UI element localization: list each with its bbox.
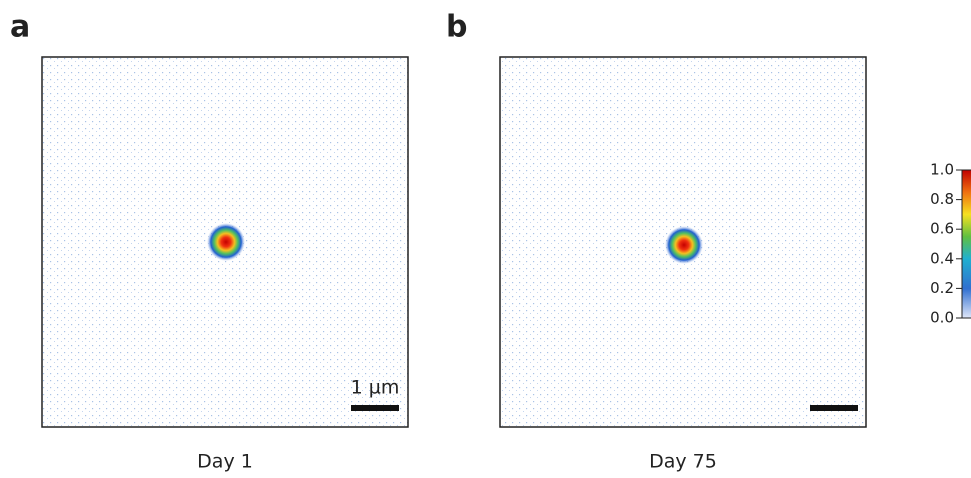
caption: Day 75 xyxy=(649,451,717,473)
panel-label: a xyxy=(10,10,30,45)
spot xyxy=(207,223,245,261)
colorbar-ticks: 0.0 0.2 0.4 0.6 0.8 1.0 xyxy=(930,161,962,327)
colorbar-tick-label: 1.0 xyxy=(930,161,954,179)
colorbar-tick-label: 0.2 xyxy=(930,279,954,297)
spot xyxy=(665,226,703,264)
panel-label: b xyxy=(446,10,467,45)
colorbar-tick-label: 0.4 xyxy=(930,249,954,267)
scale-bar-label: 1 µm xyxy=(351,377,400,399)
caption: Day 1 xyxy=(197,451,253,473)
colorbar-tick-label: 0.0 xyxy=(930,309,954,327)
colorbar-tick-label: 0.6 xyxy=(930,220,954,238)
scale-bar xyxy=(810,405,858,411)
colorbar-tick-label: 0.8 xyxy=(930,190,954,208)
colorbar xyxy=(961,169,971,319)
scale-bar xyxy=(351,405,399,411)
